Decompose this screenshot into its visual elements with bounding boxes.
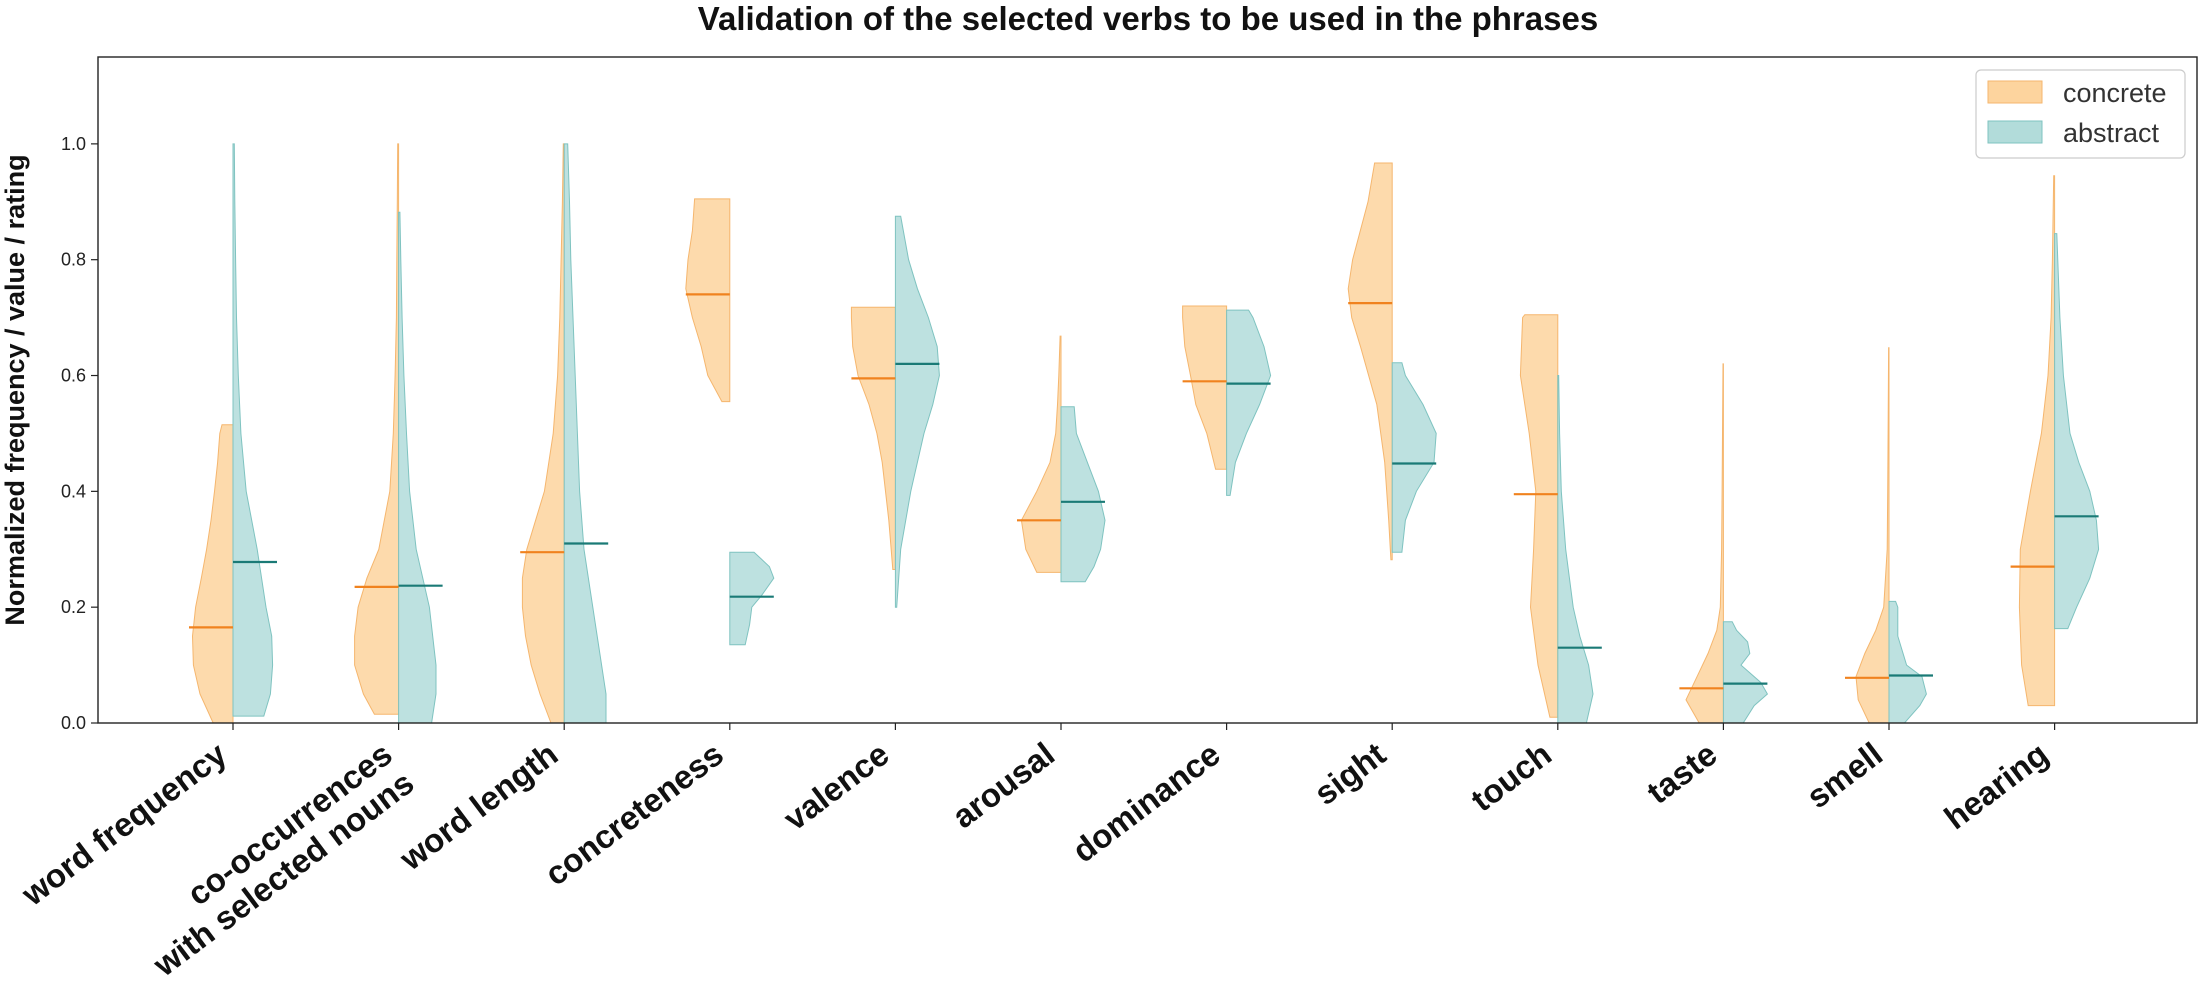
chart-title: Validation of the selected verbs to be u…	[697, 0, 1599, 37]
violin-concrete-valence	[850, 306, 896, 570]
legend-label-concrete: concrete	[2063, 78, 2167, 108]
violin-abstract-hearing	[2054, 233, 2100, 630]
violin-concrete-word-frequency	[191, 424, 234, 724]
violin-concrete-hearing	[2018, 175, 2056, 707]
legend-label-abstract: abstract	[2063, 118, 2160, 148]
violin-abstract-valence	[894, 215, 940, 608]
violin-abstract-touch	[1557, 375, 1594, 724]
violin-abstract-smell	[1888, 600, 1927, 724]
x-tick-label-taste: taste	[1640, 735, 1724, 811]
legend-swatch-concrete	[1987, 80, 2043, 104]
violin-concrete-dominance	[1182, 305, 1228, 470]
y-tick-label: 0.8	[61, 250, 86, 270]
violin-concrete-smell	[1855, 347, 1890, 724]
y-tick-label: 0.2	[61, 597, 86, 617]
violin-concrete-co-occurrences-with-selected-nouns	[354, 143, 400, 715]
violin-abstract-concreteness	[729, 551, 775, 646]
x-tick-label-valence: valence	[777, 735, 896, 837]
y-tick-label: 0.4	[61, 481, 86, 501]
x-tick-label-smell: smell	[1800, 735, 1890, 815]
violin-abstract-arousal	[1060, 406, 1106, 583]
x-tick-label-dominance: dominance	[1065, 735, 1226, 869]
violin-concrete-concreteness	[685, 198, 731, 403]
x-tick-label-touch: touch	[1464, 735, 1558, 819]
violin-abstract-word-length	[563, 143, 607, 724]
x-tick-label-word-length: word length	[392, 735, 564, 878]
x-tick-label-arousal: arousal	[945, 735, 1061, 835]
x-tick-label-sight: sight	[1307, 735, 1392, 812]
y-axis: 0.0 0.2 0.4 0.6 0.8 1.0	[61, 134, 98, 733]
violin-abstract-taste	[1722, 621, 1769, 724]
violin-bodies	[191, 143, 2100, 724]
y-tick-label: 0.0	[61, 713, 86, 733]
legend-swatch-abstract	[1987, 120, 2043, 144]
violin-concrete-taste	[1685, 363, 1724, 724]
violin-abstract-dominance	[1226, 309, 1272, 496]
violin-concrete-touch	[1519, 314, 1559, 718]
median-lines	[189, 293, 2099, 690]
violin-abstract-co-occurrences-with-selected-nouns	[398, 211, 437, 724]
x-tick-label-hearing: hearing	[1937, 735, 2054, 836]
y-axis-label: Normalized frequency / value / rating	[0, 154, 30, 625]
plot-frame	[97, 56, 2198, 724]
violin-concrete-word-length	[521, 143, 565, 724]
x-tick-label-concreteness: concreteness	[538, 735, 730, 893]
violin-abstract-sight	[1391, 362, 1437, 553]
y-tick-label: 1.0	[61, 134, 86, 154]
violin-abstract-word-frequency	[232, 143, 274, 717]
violin-concrete-sight	[1347, 162, 1393, 561]
legend: concrete abstract	[1975, 69, 2186, 159]
y-tick-label: 0.6	[61, 366, 86, 386]
violin-concrete-arousal	[1020, 335, 1062, 573]
